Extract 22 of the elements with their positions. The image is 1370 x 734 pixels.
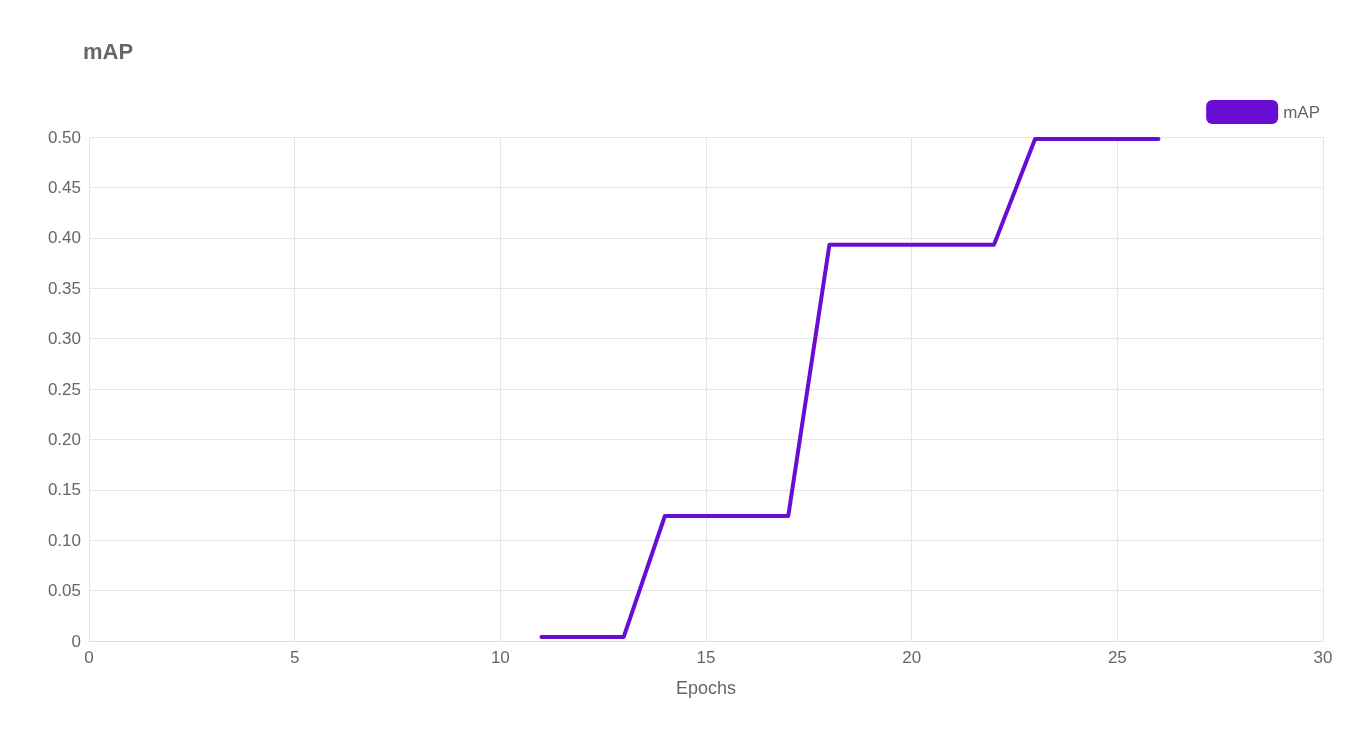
y-tick-label: 0.40	[47, 228, 81, 248]
y-tick-label: 0.15	[47, 480, 81, 500]
x-tick-label: 5	[289, 648, 300, 667]
chart-title: mAP	[83, 38, 134, 64]
y-tick-label: 0	[71, 631, 81, 651]
y-tick-label: 0.50	[47, 127, 81, 147]
line-series	[539, 137, 1161, 639]
y-tick-label: 0.05	[47, 581, 81, 601]
x-tick-label: 10	[490, 648, 510, 667]
x-tick-label: 0	[84, 648, 94, 667]
x-tick-label: 25	[1107, 648, 1127, 667]
y-tick-label: 0.35	[47, 278, 81, 298]
x-tick-label: 30	[1313, 648, 1333, 667]
y-tick-label: 0.10	[47, 530, 81, 550]
y-tick-label: 0.45	[47, 177, 81, 197]
y-tick-label: 0.20	[47, 429, 81, 449]
x-tick-label: 20	[902, 648, 922, 667]
y-tick-label: 0.25	[47, 379, 81, 399]
legend-label: mAP	[1283, 102, 1320, 122]
y-tick-label: 0.30	[47, 329, 81, 349]
x-tick-label: 15	[696, 648, 716, 667]
x-axis-title: Epochs	[675, 678, 737, 698]
